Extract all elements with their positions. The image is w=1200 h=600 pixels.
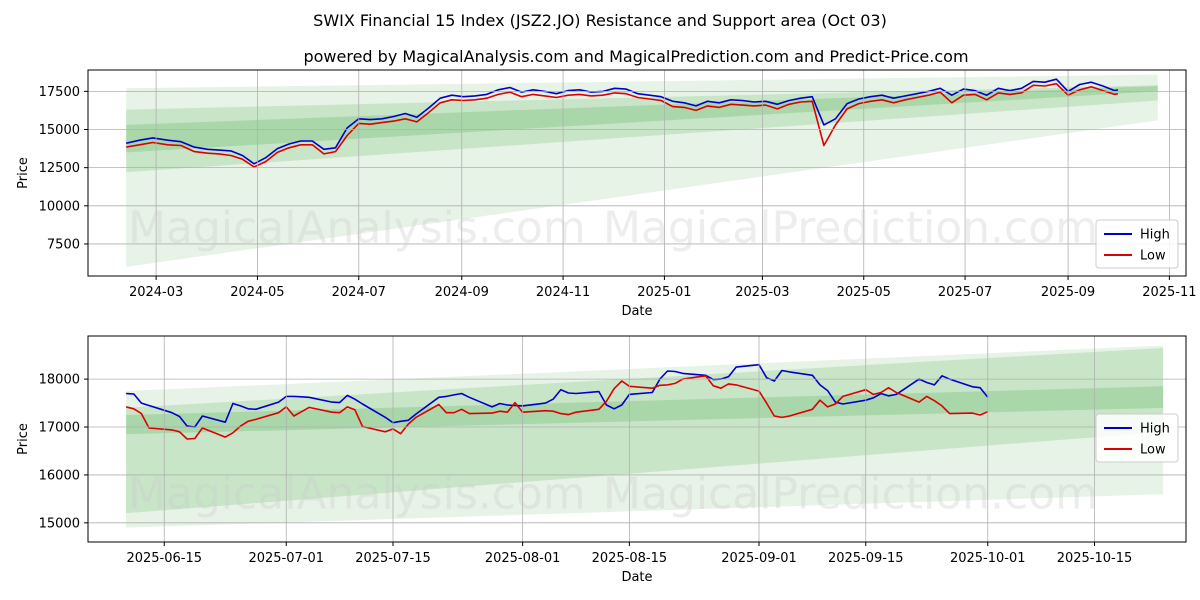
y-tick-label: 16000 [39,468,80,483]
chart-title: SWIX Financial 15 Index (JSZ2.JO) Resist… [313,11,887,30]
x-tick-label: 2025-03 [735,285,789,300]
x-tick-label: 2025-09-01 [721,551,797,566]
x-tick-label: 2025-05 [837,285,891,300]
legend-label-high: High [1140,228,1170,243]
series-line-high [126,363,989,428]
x-tick-label: 2024-03 [129,285,183,300]
x-tick-label: 2025-09 [1041,285,1095,300]
support-resistance-band [126,85,1158,173]
axes-frame [87,335,1187,543]
watermark: MagicalAnalysis.com [128,469,586,520]
watermark: MagicalPrediction.com [603,469,1098,520]
legend-label-high: High [1140,422,1170,437]
legend: High Low [1095,413,1179,463]
top-panel: 2024-03 2024-05 2024-07 2024-09 2024-11 2025-… [16,69,1197,319]
plot-area [125,345,1164,528]
x-tick-label: 2025-10-01 [950,551,1026,566]
x-tick-label: 2024-05 [230,285,284,300]
watermark: MagicalPrediction.com [603,203,1098,254]
axes-frame [87,69,1187,277]
support-resistance-band [126,86,1158,153]
x-tick-label: 2025-08-01 [485,551,561,566]
x-tick-label: 2025-01 [637,285,691,300]
y-tick-label: 17000 [39,421,80,436]
y-tick-label: 15000 [39,516,80,531]
watermark: MagicalAnalysis.com [128,203,586,254]
y-tick-label: 7500 [47,237,80,252]
series-line-low [126,82,1119,168]
legend: High Low [1095,219,1179,269]
y-tick-label: 12500 [39,161,80,176]
x-axis-label: Date [621,570,652,585]
y-tick-label: 15000 [39,123,80,138]
x-axis-label: Date [621,304,652,319]
x-tick-label: 2024-11 [536,285,590,300]
plot-area [126,74,1158,267]
x-tick-label: 2025-06-15 [126,551,202,566]
legend-label-low: Low [1140,249,1166,264]
bottom-panel: 2025-06-15 2025-07-01 2025-07-15 2025-08-01… [16,335,1187,585]
series-line-low [125,375,989,440]
x-tick-label: 2025-09-15 [828,551,904,566]
support-resistance-band [126,386,1164,435]
chart-subtitle: powered by MagicalAnalysis.com and Magic… [303,47,968,66]
y-axis-label: Price [16,157,31,189]
y-tick-label: 17500 [39,85,80,100]
x-tick-label: 2025-08-15 [592,551,668,566]
y-axis-label: Price [16,423,31,455]
support-resistance-band [126,345,1164,528]
x-tick-label: 2025-11 [1142,285,1196,300]
y-tick-label: 10000 [39,199,80,214]
x-tick-label: 2024-07 [332,285,386,300]
x-tick-label: 2025-07 [938,285,992,300]
x-tick-label: 2025-07-01 [248,551,324,566]
legend-label-low: Low [1140,443,1166,458]
x-tick-label: 2025-07-15 [355,551,431,566]
y-tick-label: 18000 [39,373,80,388]
x-tick-label: 2025-10-15 [1057,551,1133,566]
x-tick-label: 2024-09 [435,285,489,300]
